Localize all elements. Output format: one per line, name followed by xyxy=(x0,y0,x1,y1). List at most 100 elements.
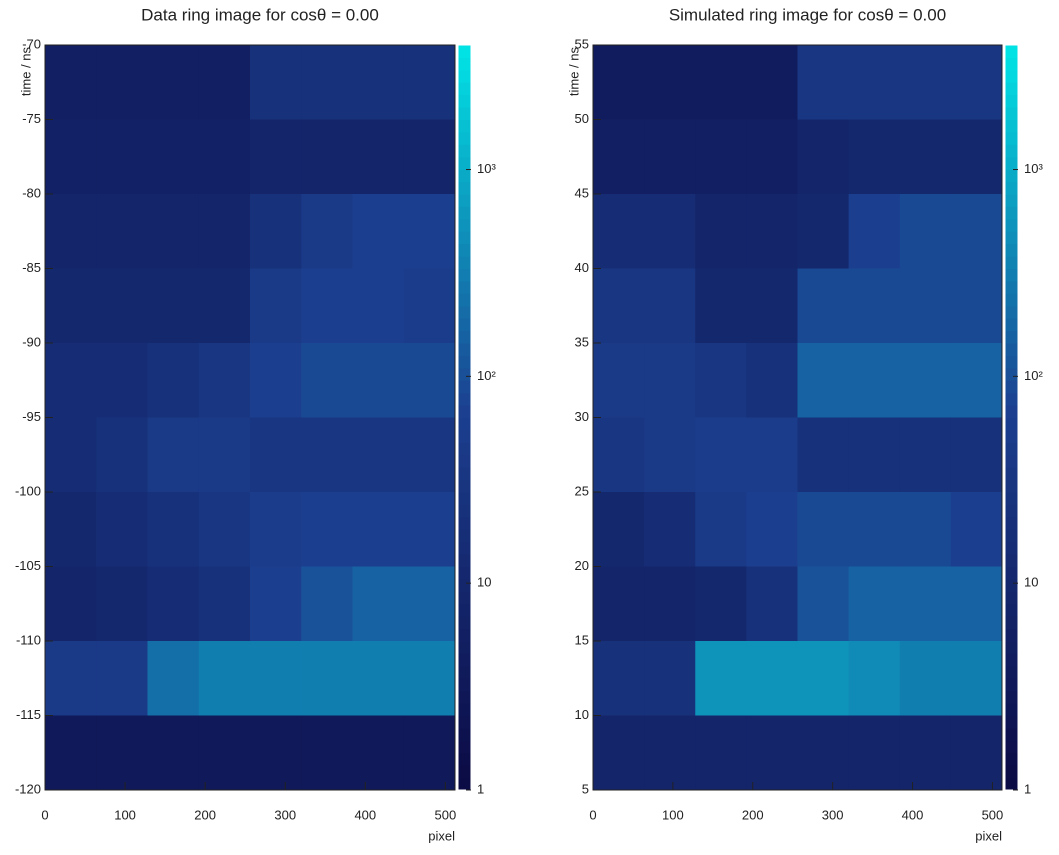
heatmap-cell xyxy=(301,268,353,344)
x-tick-label: 0 xyxy=(41,807,48,822)
colorbar-segment xyxy=(1005,516,1018,530)
heatmap-cell xyxy=(950,641,1003,716)
colorbar-segment xyxy=(1005,616,1018,630)
y-tick-label: 45 xyxy=(575,185,589,200)
heatmap-cell xyxy=(899,715,952,791)
heatmap-cell xyxy=(950,715,1003,791)
colorbar-segment xyxy=(1005,268,1018,282)
x-tick-label: 400 xyxy=(902,807,924,822)
heatmap-cell xyxy=(301,343,353,418)
x-tick-label: 300 xyxy=(822,807,844,822)
heatmap-cell xyxy=(695,194,747,269)
heatmap-cell xyxy=(147,268,200,344)
heatmap-cell xyxy=(848,566,901,642)
heatmap-cell xyxy=(96,194,148,269)
heatmap-cell xyxy=(746,566,798,642)
colorbar-segment xyxy=(1005,479,1018,493)
heatmap-cell xyxy=(198,715,251,791)
colorbar-segment xyxy=(458,169,471,183)
colorbar-segment xyxy=(1005,94,1018,108)
colorbar-segment xyxy=(1005,727,1018,741)
y-tick-label: -100 xyxy=(15,483,41,498)
heatmap-cell xyxy=(593,119,645,195)
colorbar-tick-label: 10² xyxy=(477,368,496,383)
heatmap-cell xyxy=(644,417,696,493)
heatmap-cell xyxy=(593,566,645,642)
heatmap-cell xyxy=(695,417,747,493)
heatmap-cell xyxy=(45,417,97,493)
heatmap-cell xyxy=(352,268,405,344)
colorbar-segment xyxy=(458,454,471,468)
heatmap-cell xyxy=(250,119,302,195)
heatmap-cell xyxy=(198,641,251,716)
heatmap-cell xyxy=(848,343,901,418)
heatmap-cell xyxy=(950,492,1003,567)
heatmap-cell xyxy=(848,417,901,493)
heatmap-cell xyxy=(644,119,696,195)
colorbar-segment xyxy=(458,318,471,332)
heatmap-cell xyxy=(899,119,952,195)
colorbar-segment xyxy=(458,343,471,356)
colorbar-segment xyxy=(1005,57,1018,71)
colorbar-segment xyxy=(458,727,471,741)
heatmap-cell xyxy=(301,566,353,642)
heatmap-cell xyxy=(403,566,456,642)
heatmap-cell xyxy=(403,45,456,120)
heatmap-cell xyxy=(403,492,456,567)
colorbar-segment xyxy=(1005,603,1018,617)
heatmap-cell xyxy=(198,566,251,642)
heatmap-cell xyxy=(250,45,302,120)
heatmap-cell xyxy=(301,715,353,791)
colorbar-segment xyxy=(1005,715,1018,729)
heatmap-cell xyxy=(403,641,456,716)
heatmap-cell xyxy=(950,417,1003,493)
x-tick-label: 400 xyxy=(354,807,376,822)
colorbar-segment xyxy=(458,678,471,692)
colorbar-segment xyxy=(1005,405,1018,418)
colorbar-segment xyxy=(1005,454,1018,468)
colorbar-segment xyxy=(458,156,471,170)
heatmap-cell xyxy=(301,45,353,120)
heatmap-cell xyxy=(250,343,302,418)
heatmap-cell xyxy=(695,641,747,716)
colorbar-tick-label: 10³ xyxy=(1024,161,1043,176)
heatmap-cell xyxy=(301,641,353,716)
colorbar-segment xyxy=(1005,777,1018,791)
y-tick-label: 10 xyxy=(575,707,589,722)
heatmap-cell xyxy=(695,45,747,120)
heatmap-cell xyxy=(45,641,97,716)
colorbar-segment xyxy=(1005,256,1018,269)
heatmap-cell xyxy=(797,45,850,120)
heatmap-cell xyxy=(950,45,1003,120)
x-tick-label: 300 xyxy=(274,807,296,822)
y-tick-label: 30 xyxy=(575,409,589,424)
x-axis-label: pixel xyxy=(428,828,455,843)
heatmap-cell xyxy=(848,641,901,716)
colorbar-segment xyxy=(1005,231,1018,245)
colorbar-segment xyxy=(1005,355,1018,369)
colorbar-segment xyxy=(458,442,471,456)
heatmap-cell xyxy=(950,119,1003,195)
heatmap-cell xyxy=(96,119,148,195)
heatmap-cell xyxy=(250,492,302,567)
colorbar-tick-label: 10² xyxy=(1024,368,1043,383)
heatmap-cell xyxy=(45,119,97,195)
heatmap-cell xyxy=(950,566,1003,642)
heatmap-cell xyxy=(644,641,696,716)
colorbar-segment xyxy=(1005,380,1018,394)
colorbar-segment xyxy=(1005,529,1018,543)
heatmap-cell xyxy=(147,641,200,716)
colorbar-segment xyxy=(1005,740,1018,754)
colorbar-segment xyxy=(458,715,471,729)
colorbar-segment xyxy=(458,554,471,567)
colorbar-frame xyxy=(457,44,472,791)
heatmap-cell xyxy=(250,566,302,642)
heatmap-cell xyxy=(352,492,405,567)
heatmap-cell xyxy=(147,343,200,418)
colorbar-segment xyxy=(1005,665,1018,679)
heatmap-cell xyxy=(403,119,456,195)
x-tick-label: 100 xyxy=(114,807,136,822)
y-tick-label: -80 xyxy=(22,185,41,200)
heatmap-cell xyxy=(695,268,747,344)
